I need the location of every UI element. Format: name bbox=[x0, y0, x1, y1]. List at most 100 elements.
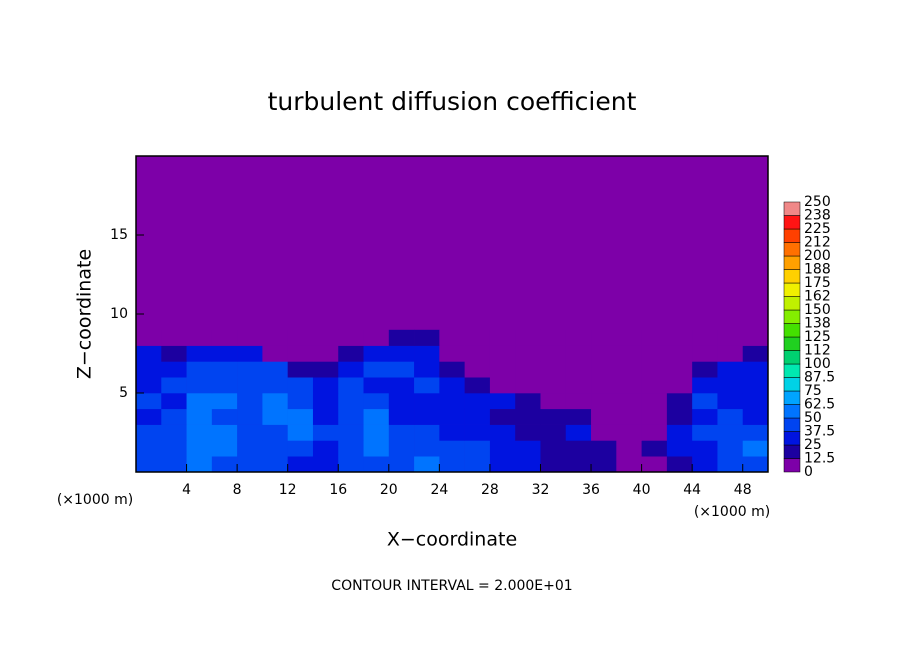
cell bbox=[136, 329, 162, 346]
cell bbox=[363, 408, 390, 425]
cell bbox=[692, 456, 718, 473]
cell bbox=[414, 345, 440, 362]
cell bbox=[565, 329, 592, 346]
cell bbox=[161, 456, 187, 473]
cell bbox=[211, 456, 238, 473]
y-tick-label: 10 bbox=[110, 306, 128, 322]
cell bbox=[161, 345, 187, 362]
cell bbox=[186, 408, 213, 425]
cell bbox=[616, 393, 642, 410]
cell bbox=[338, 456, 364, 473]
colorbar-label: 125 bbox=[804, 329, 831, 345]
cell bbox=[262, 329, 288, 346]
cell bbox=[439, 408, 465, 425]
cell bbox=[262, 456, 288, 473]
cell bbox=[136, 456, 162, 473]
cell bbox=[287, 361, 314, 378]
cell bbox=[287, 456, 314, 473]
cell bbox=[237, 393, 263, 410]
colorbar-label: 75 bbox=[804, 383, 822, 399]
colorbar-label: 238 bbox=[804, 208, 831, 224]
cell bbox=[742, 393, 769, 410]
colorbar-swatch bbox=[783, 417, 801, 432]
cell bbox=[262, 345, 288, 362]
cell bbox=[692, 393, 718, 410]
cell bbox=[692, 377, 718, 394]
cell bbox=[237, 329, 263, 346]
cell bbox=[515, 345, 541, 362]
cell bbox=[414, 424, 440, 441]
cell bbox=[692, 329, 718, 346]
cell bbox=[489, 361, 516, 378]
colorbar-swatch bbox=[783, 336, 801, 351]
cell bbox=[312, 377, 339, 394]
cell bbox=[515, 393, 541, 410]
colorbar-label: 87.5 bbox=[804, 370, 835, 386]
x-tick-label: 40 bbox=[633, 482, 651, 498]
cell bbox=[388, 424, 415, 441]
cell bbox=[666, 456, 693, 473]
cell bbox=[338, 440, 364, 457]
colorbar-label: 212 bbox=[804, 235, 831, 251]
x-tick-label: 16 bbox=[329, 482, 347, 498]
cell bbox=[591, 456, 617, 473]
cell bbox=[262, 408, 288, 425]
cell bbox=[414, 329, 440, 346]
cell bbox=[666, 408, 693, 425]
note: CONTOUR INTERVAL = 2.000E+01 bbox=[331, 578, 572, 594]
x-tick-label: 20 bbox=[380, 482, 398, 498]
colorbar-label: 37.5 bbox=[804, 424, 835, 440]
cell bbox=[742, 456, 769, 473]
cell bbox=[742, 440, 769, 457]
cell bbox=[591, 393, 617, 410]
cell bbox=[363, 456, 390, 473]
cell bbox=[717, 408, 744, 425]
cell bbox=[641, 408, 668, 425]
colorbar-swatch bbox=[783, 242, 801, 257]
cell bbox=[565, 345, 592, 362]
cell bbox=[186, 440, 213, 457]
cell bbox=[717, 393, 744, 410]
cell bbox=[540, 361, 567, 378]
cell bbox=[464, 329, 491, 346]
cell bbox=[439, 424, 465, 441]
cell bbox=[515, 408, 541, 425]
colorbar-label: 25 bbox=[804, 437, 822, 453]
cell bbox=[338, 424, 364, 441]
cell bbox=[388, 361, 415, 378]
cell bbox=[565, 424, 592, 441]
cell bbox=[515, 377, 541, 394]
colorbar-swatch bbox=[783, 296, 801, 311]
cell bbox=[540, 456, 567, 473]
cell bbox=[363, 377, 390, 394]
colorbar-label: 150 bbox=[804, 302, 831, 318]
cell bbox=[136, 424, 162, 441]
cell bbox=[742, 377, 769, 394]
cell bbox=[692, 440, 718, 457]
cell bbox=[338, 361, 364, 378]
x-tick-label: 48 bbox=[734, 482, 752, 498]
cell bbox=[489, 456, 516, 473]
cell bbox=[439, 393, 465, 410]
cell bbox=[363, 345, 390, 362]
cell bbox=[464, 393, 491, 410]
cell bbox=[136, 393, 162, 410]
colorbar-label: 0 bbox=[804, 464, 813, 480]
cell bbox=[591, 424, 617, 441]
cell bbox=[388, 408, 415, 425]
cell bbox=[363, 393, 390, 410]
cell bbox=[666, 440, 693, 457]
cell bbox=[211, 361, 238, 378]
cell bbox=[237, 408, 263, 425]
cell bbox=[312, 361, 339, 378]
cell bbox=[237, 424, 263, 441]
cell bbox=[287, 408, 314, 425]
colorbar-swatch bbox=[783, 269, 801, 284]
cell bbox=[161, 408, 187, 425]
cell bbox=[287, 393, 314, 410]
cell bbox=[161, 424, 187, 441]
cell bbox=[186, 377, 213, 394]
cell bbox=[464, 440, 491, 457]
cell bbox=[312, 440, 339, 457]
cell bbox=[211, 377, 238, 394]
